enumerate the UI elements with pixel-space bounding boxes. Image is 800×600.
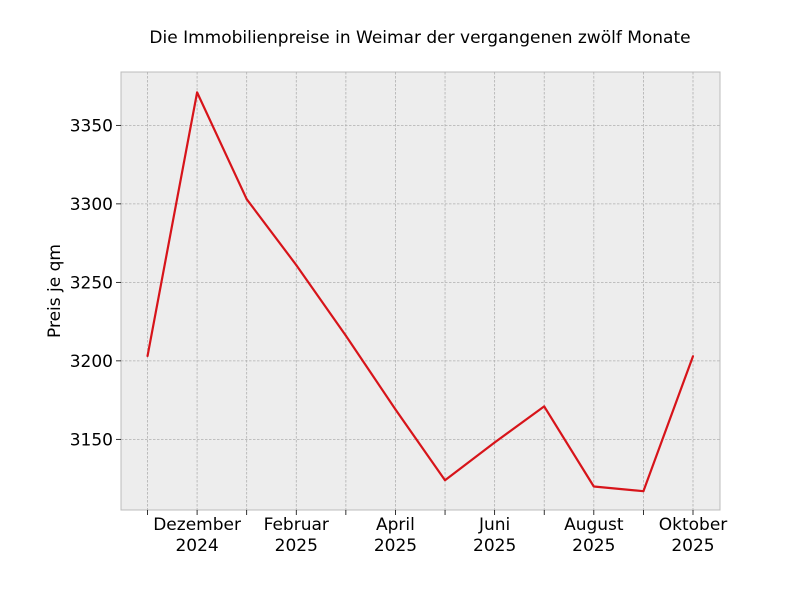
- data-point: [493, 441, 496, 444]
- y-tick-label: 3350: [70, 116, 113, 136]
- data-point: [543, 405, 546, 408]
- y-tick-label: 3200: [70, 352, 113, 372]
- data-point: [592, 485, 595, 488]
- tick-labels: 31503200325033003350Dezember2024Februar2…: [70, 116, 728, 556]
- data-point: [642, 490, 645, 493]
- x-tick-label: Dezember: [153, 515, 241, 535]
- data-point: [394, 408, 397, 411]
- x-tick-label: August: [564, 515, 624, 535]
- data-point: [692, 355, 694, 358]
- chart-title: Die Immobilienpreise in Weimar der verga…: [149, 28, 690, 48]
- axis-ticks: [116, 124, 694, 515]
- x-tick-label-year: 2025: [671, 536, 714, 556]
- x-tick-label-year: 2024: [175, 536, 218, 556]
- y-axis-label: Preis je qm: [45, 244, 65, 338]
- x-tick-label: Juni: [478, 515, 510, 535]
- data-point: [444, 479, 447, 482]
- data-point: [146, 355, 149, 358]
- series-layer: [146, 91, 695, 493]
- data-point: [245, 198, 248, 201]
- x-tick-label-year: 2025: [374, 536, 417, 556]
- grid-lines: [121, 72, 720, 510]
- data-point: [295, 264, 298, 267]
- x-tick-label-year: 2025: [572, 536, 615, 556]
- y-tick-label: 3300: [70, 195, 113, 215]
- x-tick-label: Februar: [264, 515, 329, 535]
- x-tick-label-year: 2025: [473, 536, 516, 556]
- y-tick-label: 3150: [70, 430, 113, 450]
- x-tick-label: April: [376, 515, 415, 535]
- x-tick-label: Oktober: [659, 515, 728, 535]
- y-tick-label: 3250: [70, 273, 113, 293]
- data-point: [196, 91, 199, 94]
- x-tick-label-year: 2025: [275, 536, 318, 556]
- data-point: [344, 334, 347, 337]
- series-line: [146, 91, 695, 493]
